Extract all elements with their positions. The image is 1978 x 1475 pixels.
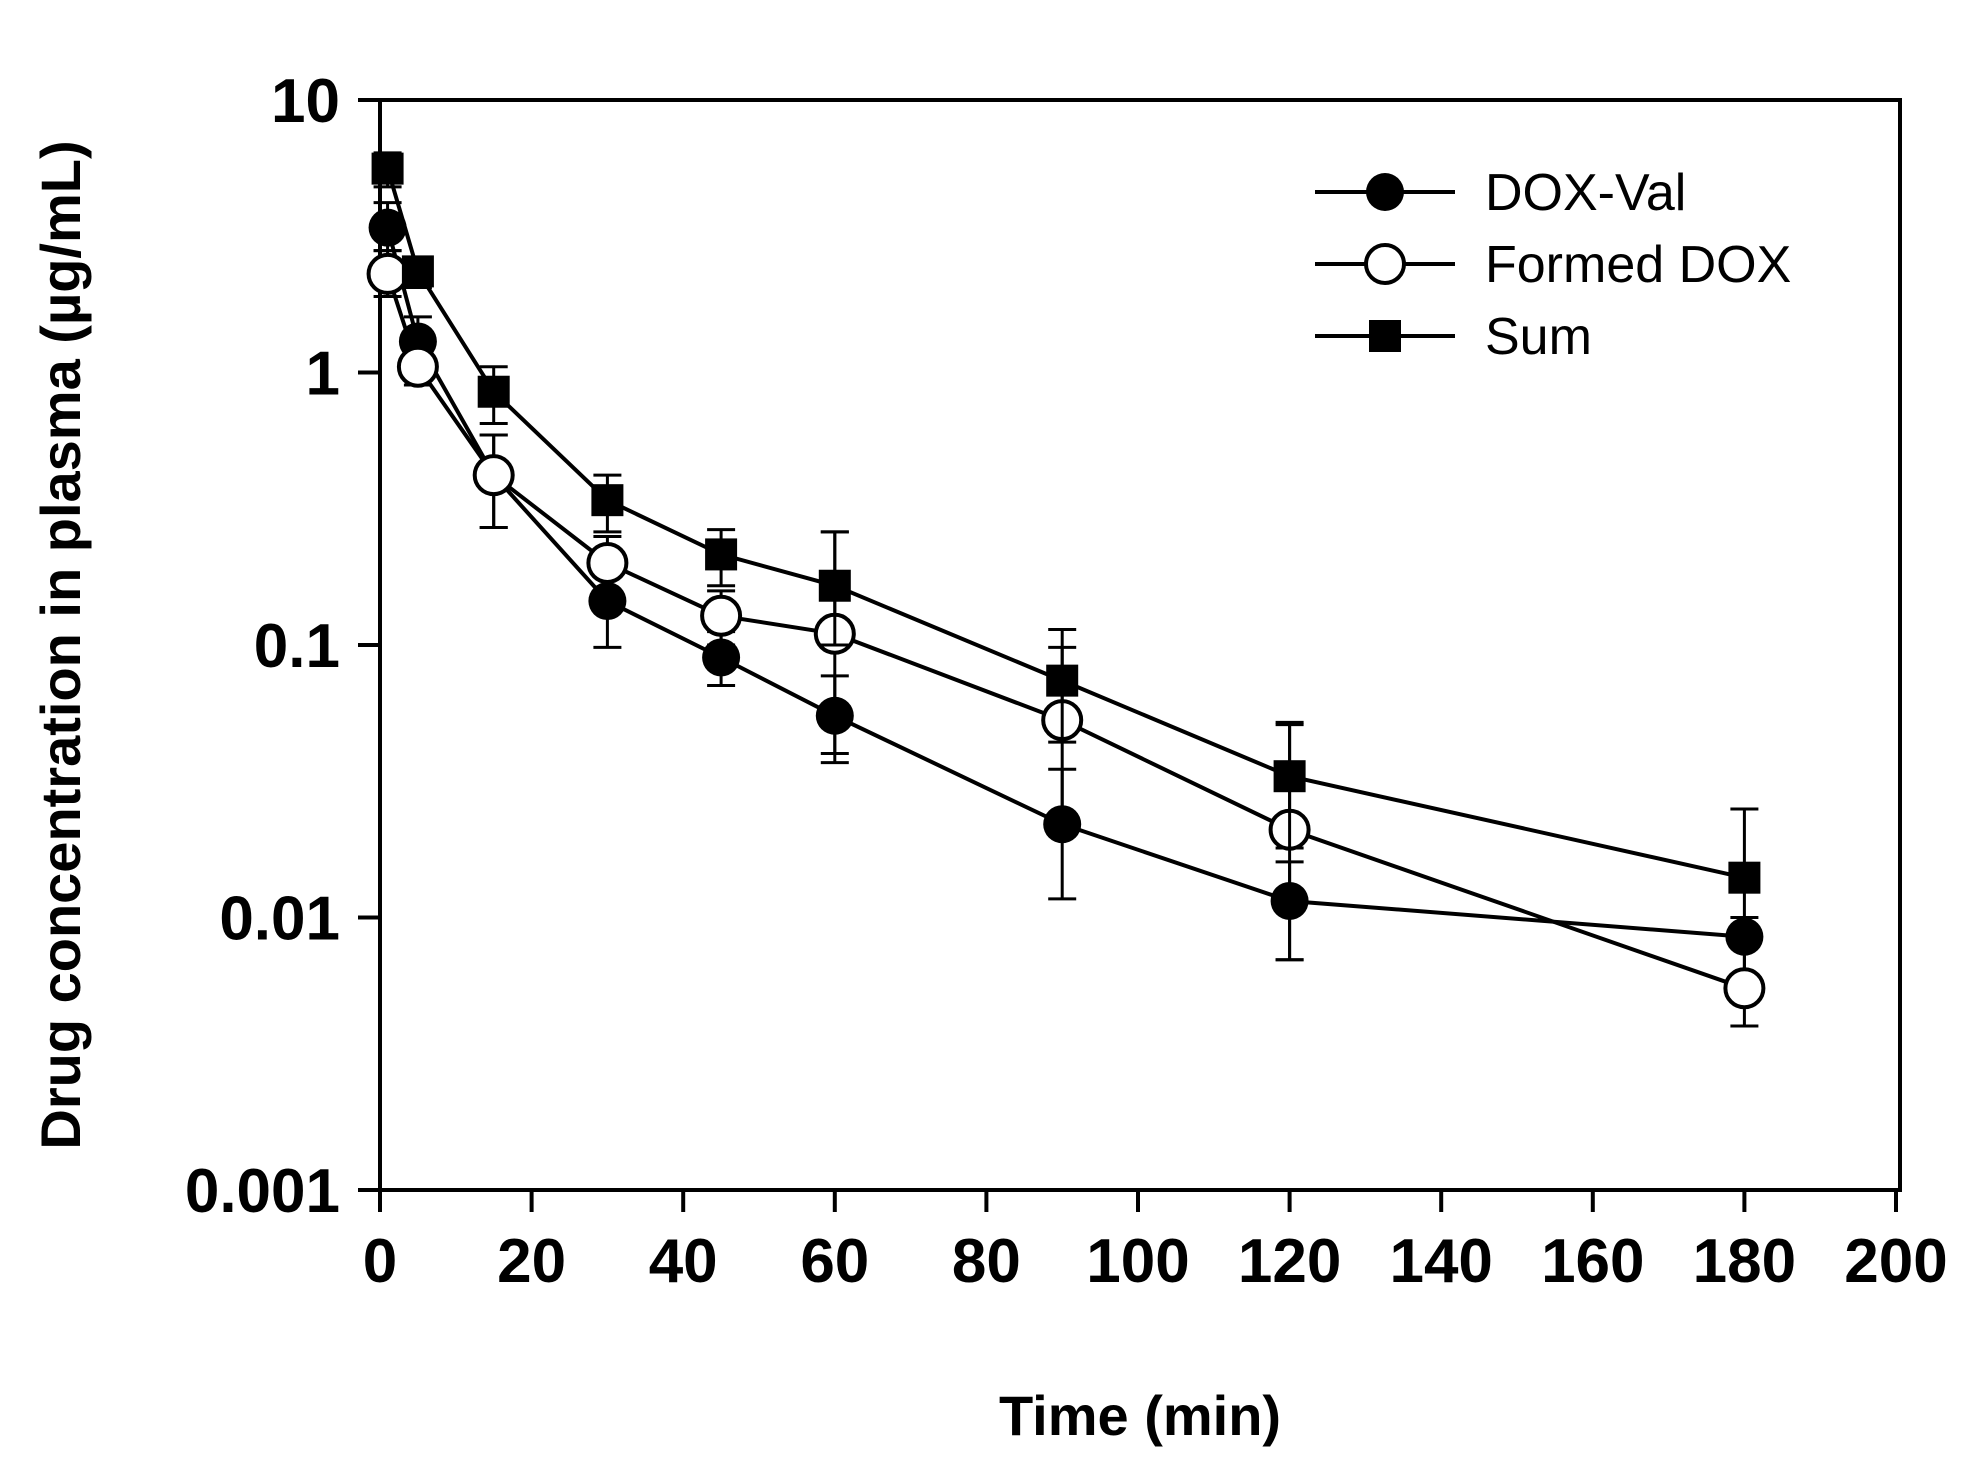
data-point [586, 541, 629, 584]
data-point [1369, 320, 1401, 352]
x-tick-label: 100 [1086, 1227, 1189, 1296]
legend-label: Formed DOX [1485, 236, 1791, 294]
data-point [401, 255, 434, 288]
x-tick-label: 20 [497, 1227, 566, 1296]
legend: DOX-Val Formed DOX Sum [1315, 164, 1791, 366]
data-point [396, 345, 439, 388]
x-tick-label: 0 [363, 1227, 397, 1296]
data-point [368, 208, 407, 247]
legend-label: DOX-Val [1485, 164, 1686, 222]
x-tick-label: 140 [1389, 1227, 1492, 1296]
y-axis-title: Drug concentration in plasma (µg/mL) [29, 140, 92, 1149]
x-tick-label: 80 [952, 1227, 1021, 1296]
y-tick-label: 0.01 [219, 885, 340, 954]
data-point [472, 454, 515, 497]
x-tick-label: 200 [1844, 1227, 1947, 1296]
data-point [700, 594, 743, 637]
x-tick-label: 160 [1541, 1227, 1644, 1296]
data-point [366, 252, 409, 295]
series-formed-dox [366, 249, 1766, 1028]
x-tick-label: 40 [649, 1227, 718, 1296]
data-point [588, 582, 627, 621]
data-point [705, 538, 738, 571]
y-axis: 0.001 0.01 0.1 1 10 [185, 67, 380, 1226]
data-point [1728, 861, 1761, 894]
series-sum [371, 151, 1761, 894]
legend-item: Formed DOX [1315, 236, 1791, 294]
y-tick-label: 0.1 [254, 612, 340, 681]
x-axis-title: Time (min) [999, 1384, 1281, 1447]
data-point [702, 638, 741, 677]
y-tick-label: 10 [271, 67, 340, 136]
data-point [591, 484, 624, 517]
y-tick-label: 0.001 [185, 1157, 340, 1226]
data-point [818, 569, 851, 602]
data-point [477, 375, 510, 408]
data-point [1046, 664, 1079, 697]
x-tick-label: 60 [800, 1227, 869, 1296]
legend-item: DOX-Val [1315, 164, 1686, 222]
x-tick-label: 180 [1693, 1227, 1796, 1296]
legend-item: Sum [1315, 308, 1592, 366]
data-point [1366, 173, 1404, 211]
series-line [385, 273, 1746, 991]
data-point [371, 152, 404, 185]
series-layer [366, 151, 1766, 1028]
y-tick-label: 1 [306, 340, 340, 409]
x-axis: 0 20 40 60 80 100 120 140 160 180 200 [363, 1190, 1948, 1296]
legend-label: Sum [1485, 308, 1592, 366]
data-point [1364, 243, 1406, 285]
data-point [1723, 967, 1766, 1010]
data-point [1273, 760, 1306, 793]
x-tick-label: 120 [1238, 1227, 1341, 1296]
